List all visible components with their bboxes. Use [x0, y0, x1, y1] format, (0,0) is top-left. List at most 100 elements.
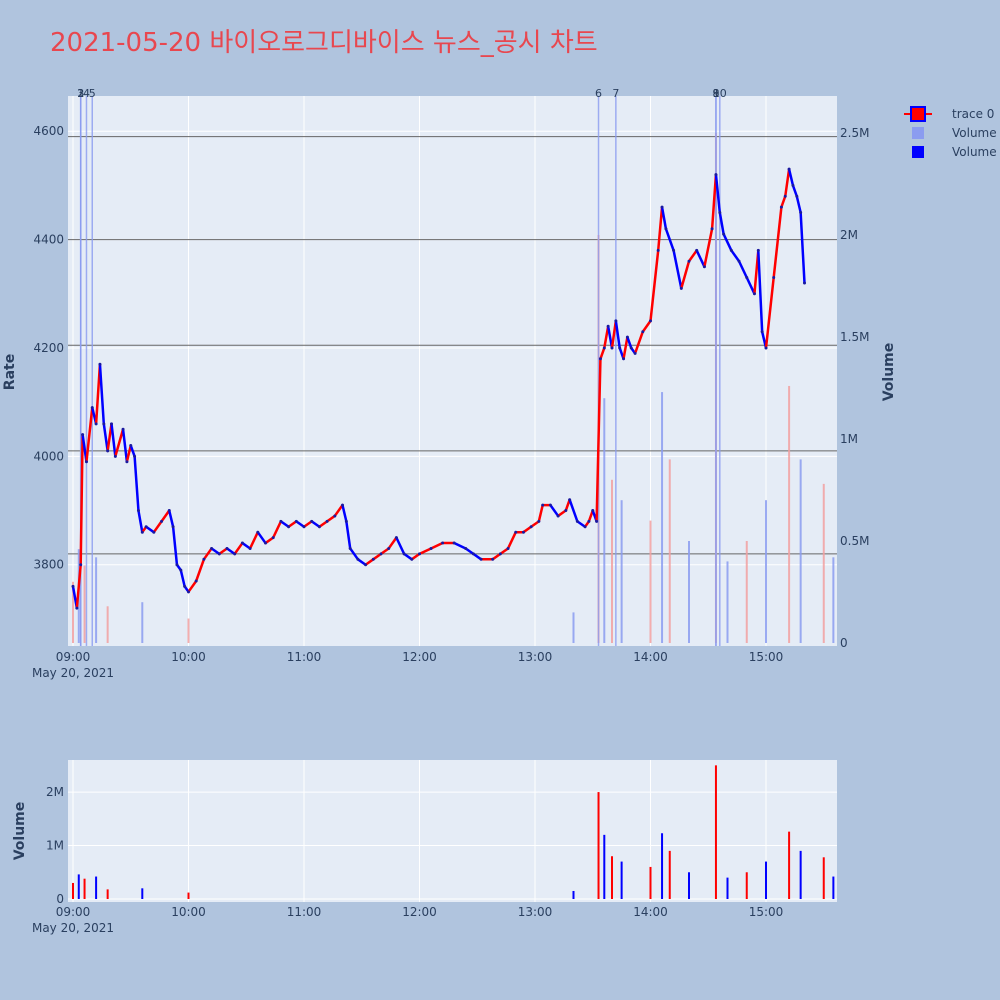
price-segment	[85, 406, 94, 464]
price-tick-label: 4400	[33, 233, 64, 247]
overlay-volume-bar	[83, 565, 86, 643]
price-segment	[703, 227, 714, 268]
right-volume-tick-label: 1M	[840, 432, 858, 446]
price-segment	[660, 205, 668, 231]
right-volume-tick-label: 0.5M	[840, 534, 869, 548]
price-segment	[680, 260, 691, 290]
price-point	[595, 519, 599, 523]
price-point	[610, 346, 614, 350]
price-segment	[610, 319, 618, 350]
price-point	[752, 292, 756, 296]
price-point	[264, 541, 267, 545]
price-segment	[121, 428, 129, 464]
right-volume-tick-label: 1.5M	[840, 330, 869, 344]
price-segment	[730, 249, 741, 263]
price-segment	[780, 194, 787, 209]
price-segment	[506, 530, 517, 550]
price-point	[81, 433, 85, 437]
legend-item-volume-dark[interactable]: Volume	[912, 145, 997, 159]
price-point	[325, 519, 329, 523]
right-volume-tick-label: 2M	[840, 228, 858, 242]
price-point	[764, 346, 768, 350]
price-point	[568, 498, 572, 502]
price-point	[113, 454, 117, 458]
price-segment	[356, 558, 367, 566]
price-point	[379, 552, 383, 556]
price-point	[371, 557, 375, 561]
price-point	[737, 259, 741, 263]
price-segment	[764, 276, 775, 350]
price-point	[537, 519, 541, 523]
price-segment	[568, 498, 579, 523]
price-segment	[256, 530, 267, 545]
chart-title: 2021-05-20 바이오로그디바이스 뉴스_공시 차트	[50, 28, 598, 58]
overlay-volume-bar	[95, 557, 98, 643]
price-axis-label: Rate	[2, 354, 18, 390]
price-point	[225, 546, 229, 550]
price-point	[287, 525, 291, 529]
volume-bar	[822, 857, 825, 899]
price-segment	[160, 509, 171, 523]
price-point	[121, 427, 125, 431]
price-segment	[491, 552, 502, 561]
price-segment	[549, 503, 560, 518]
price-segment	[187, 579, 198, 594]
bottom-x-tick-label: 11:00	[287, 905, 322, 919]
bottom-x-tick-label: 13:00	[518, 905, 553, 919]
price-segment	[452, 541, 467, 550]
price-segment	[233, 541, 244, 556]
price-point	[133, 454, 137, 458]
price-point	[695, 248, 699, 252]
price-segment	[110, 422, 117, 458]
overlay-volume-bar	[72, 581, 74, 643]
price-point	[317, 525, 321, 529]
volume-axis-label: Volume	[12, 802, 28, 861]
price-point	[187, 590, 190, 594]
price-point	[364, 563, 368, 567]
price-segment	[379, 547, 390, 556]
price-point	[529, 525, 533, 529]
price-point	[660, 205, 664, 209]
volume-bar	[745, 872, 748, 899]
price-segment	[576, 520, 587, 529]
price-point	[452, 541, 456, 545]
price-segment	[271, 520, 283, 539]
price-tick-label: 4000	[33, 449, 64, 463]
price-segment	[295, 520, 306, 529]
price-point	[256, 530, 260, 534]
price-point	[641, 330, 645, 334]
price-segment	[171, 525, 179, 566]
price-segment	[402, 552, 414, 561]
right-volume-tick-label: 2.5M	[840, 126, 869, 140]
price-point	[633, 351, 637, 355]
price-point	[160, 519, 164, 523]
price-segment	[772, 205, 783, 279]
price-segment	[318, 520, 329, 529]
price-plot-background	[68, 96, 837, 646]
overlay-volume-bar	[668, 459, 671, 643]
square-light-icon	[912, 127, 924, 139]
price-point	[75, 606, 79, 610]
price-segment	[133, 455, 140, 512]
legend-item-volume-light[interactable]: Volume	[912, 126, 997, 140]
volume-bar	[688, 872, 690, 899]
price-segment	[695, 249, 706, 268]
price-point	[356, 557, 360, 561]
price-segment	[372, 552, 383, 561]
price-point	[625, 335, 629, 339]
price-point	[233, 552, 237, 556]
price-point	[202, 557, 206, 561]
price-point	[429, 546, 433, 550]
bottom-x-tick-label: 09:00	[56, 905, 91, 919]
legend-item-trace[interactable]: trace 0	[904, 106, 994, 122]
event-label: 2	[77, 87, 84, 100]
price-segment	[114, 428, 125, 458]
price-segment	[387, 536, 398, 550]
price-point	[310, 519, 314, 523]
volume-bar	[187, 892, 190, 899]
price-point	[795, 194, 799, 198]
price-segment	[784, 167, 791, 198]
price-segment	[210, 547, 221, 556]
overlay-volume-bar	[603, 398, 606, 643]
overlay-volume-bar	[799, 459, 802, 643]
